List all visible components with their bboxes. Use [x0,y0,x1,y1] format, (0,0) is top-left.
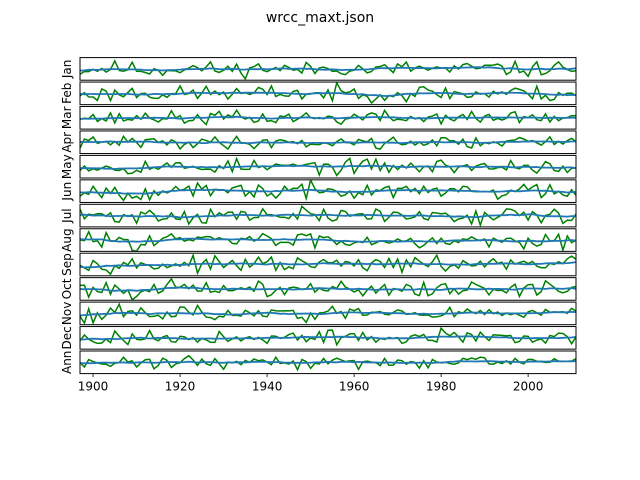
panel-jun: Jun [60,179,577,203]
smooth-series-line-jul [80,213,576,219]
panel-aug: Aug [60,228,577,252]
panel-label-oct: Oct [60,278,74,299]
panel-label-jun: Jun [60,182,74,202]
panel-frame-aug [79,228,577,252]
smooth-series-line-feb [80,91,576,97]
raw-series-line-sep [80,253,576,276]
panel-label-may: May [60,154,74,179]
smooth-series-line-jan [80,66,576,72]
x-tick-label-1940: 1940 [252,380,283,394]
panel-frame-ann [79,350,577,375]
panel-label-dec: Dec [60,326,74,349]
panel-label-ann: Ann [60,351,74,374]
panel-nov: Nov [60,301,577,326]
panel-apr: Apr [60,130,577,155]
panel-label-feb: Feb [60,83,74,104]
x-tick-label-1960: 1960 [339,380,370,394]
panel-frame-jul [79,203,577,228]
smooth-series-line-oct [80,286,576,292]
smooth-series-line-jun [80,188,576,195]
panel-label-aug: Aug [60,228,74,251]
panel-frame-mar [79,106,577,130]
panel-feb: Feb [60,81,577,106]
panel-jul: Jul [60,203,577,228]
panel-label-apr: Apr [60,132,74,153]
raw-series-line-ann [80,354,576,372]
smooth-series-line-apr [80,140,576,145]
x-axis: 1900 1920 1940 1960 1980 2000 [78,373,544,394]
panel-label-jan: Jan [60,60,74,80]
smooth-series-line-ann [80,360,576,365]
panel-label-jul: Jul [60,208,74,223]
x-tick-label-1920: 1920 [165,380,196,394]
x-tick-label-1980: 1980 [426,380,457,394]
panel-frame-apr [79,130,577,155]
panel-frame-jan [79,57,577,81]
panel-ann: Ann [60,350,577,375]
panel-frame-oct [79,277,577,301]
panel-frame-dec [79,326,577,350]
x-tick-label-1900: 1900 [78,380,109,394]
panel-frame-feb [79,81,577,106]
smooth-series-line-nov [80,310,576,317]
panel-oct: Oct [60,277,577,301]
panel-jan: Jan [60,57,577,81]
panel-dec: Dec [60,326,577,350]
smooth-series-line-aug [80,237,576,243]
panel-may: May [60,154,577,179]
panel-sep: Sep [60,252,577,277]
panel-label-mar: Mar [60,106,74,129]
panel-label-nov: Nov [60,302,74,325]
panel-label-sep: Sep [60,253,74,276]
smooth-series-line-may [80,164,576,170]
raw-series-line-oct [80,277,576,301]
chart-title: wrcc_maxt.json [266,10,374,26]
raw-series-line-jan [80,59,576,81]
panel-frame-sep [79,252,577,277]
smooth-series-line-dec [80,335,576,341]
panel-frame-may [79,154,577,179]
panel-frame-jun [79,179,577,203]
panel-frame-nov [79,301,577,326]
x-tick-label-2000: 2000 [513,380,544,394]
panel-mar: Mar [60,106,577,130]
smooth-series-line-mar [80,115,576,120]
smooth-series-line-sep [80,261,576,269]
